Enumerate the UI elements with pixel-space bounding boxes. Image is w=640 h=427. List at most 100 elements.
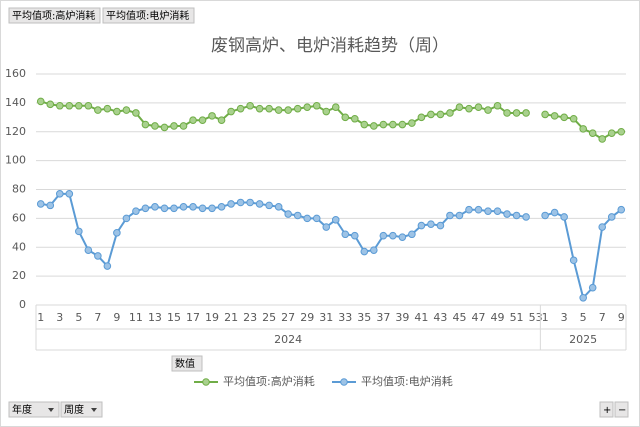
data-point: [512, 211, 521, 220]
x-tick-label: 43: [433, 311, 447, 324]
data-point: [113, 107, 121, 116]
zoom-button[interactable]: −: [614, 401, 629, 418]
data-point: [274, 203, 283, 211]
x-tick-label: 3: [56, 311, 63, 324]
data-point: [446, 211, 454, 220]
values-button[interactable]: 数值: [171, 355, 203, 372]
data-point: [379, 120, 388, 129]
zoom-button[interactable]: +: [599, 401, 614, 418]
zoom-button-label[interactable]: +: [603, 405, 611, 416]
data-point: [588, 129, 597, 137]
axis-button-bg[interactable]: [60, 401, 103, 418]
legend-label: 平均值项:电炉消耗: [361, 374, 453, 388]
data-point: [246, 101, 254, 110]
data-point: [208, 204, 216, 213]
y-tick-label: 40: [12, 240, 26, 253]
axis-button-arrow[interactable]: [48, 408, 54, 412]
x-tick-label: 13: [148, 311, 162, 324]
data-point: [417, 113, 426, 122]
data-point: [122, 214, 131, 223]
y-tick-label: 120: [5, 125, 26, 138]
data-point: [141, 204, 150, 213]
data-point: [398, 233, 407, 241]
data-point: [436, 221, 445, 230]
data-point: [512, 109, 521, 117]
x-tick-label: 51: [510, 311, 524, 324]
data-point: [236, 104, 245, 113]
data-point: [265, 201, 273, 210]
filter-button-bg[interactable]: [102, 7, 195, 24]
data-point: [607, 213, 616, 221]
x-tick-label: 47: [472, 311, 486, 324]
filter-button-bg[interactable]: [8, 7, 101, 24]
data-point: [389, 120, 397, 129]
data-point: [484, 106, 492, 114]
values-button-label[interactable]: 数值: [175, 357, 195, 370]
data-point: [246, 198, 254, 207]
axis-button-arrow[interactable]: [91, 408, 97, 412]
axis-button[interactable]: 周度: [60, 401, 103, 418]
data-point: [208, 112, 216, 120]
data-point: [94, 106, 102, 114]
data-point: [227, 200, 235, 208]
y-tick-label: 20: [12, 269, 26, 282]
data-point: [408, 230, 416, 239]
filter-button[interactable]: 平均值项:电炉消耗: [102, 7, 195, 24]
data-point: [312, 214, 321, 223]
data-point: [493, 207, 502, 215]
axis-button[interactable]: 年度: [8, 401, 60, 418]
data-point: [113, 229, 121, 237]
data-point: [360, 120, 369, 129]
zoom-button-label[interactable]: −: [618, 405, 626, 416]
axis-button-label[interactable]: 年度: [12, 403, 32, 416]
chart-title: 废钢高炉、电炉消耗趋势（周）: [211, 36, 449, 56]
data-point: [446, 109, 454, 117]
x-tick-label: 31: [319, 311, 333, 324]
legend-marker: [202, 378, 210, 386]
data-point: [522, 213, 530, 221]
data-point: [189, 116, 197, 124]
axis-button-bg[interactable]: [8, 401, 60, 418]
data-point: [103, 104, 112, 113]
x-tick-label: 5: [580, 311, 587, 324]
data-point: [550, 112, 559, 120]
data-point: [227, 107, 235, 116]
y-tick-label: 100: [5, 154, 26, 167]
data-point: [484, 207, 492, 215]
data-point: [389, 231, 397, 240]
data-point: [541, 110, 549, 119]
data-point: [427, 220, 435, 228]
x-tick-label: 35: [357, 311, 371, 324]
x-tick-label: 1: [542, 311, 549, 324]
x-tick-label: 3: [561, 311, 568, 324]
filter-button-label[interactable]: 平均值项:高炉消耗: [12, 9, 95, 22]
x-tick-label: 53: [529, 311, 543, 324]
data-point: [398, 120, 407, 129]
zoom-button-bg[interactable]: [614, 401, 629, 418]
data-point: [408, 119, 416, 127]
data-point: [46, 100, 55, 109]
filter-button[interactable]: 平均值项:高炉消耗: [8, 7, 101, 24]
data-point: [607, 129, 616, 137]
data-point: [265, 104, 273, 113]
data-point: [303, 103, 312, 112]
data-point: [379, 231, 388, 240]
legend-marker: [340, 378, 348, 386]
values-button-bg[interactable]: [171, 355, 203, 372]
data-point: [236, 198, 245, 207]
x-tick-label: 33: [338, 311, 352, 324]
data-point: [331, 216, 340, 224]
zoom-button-bg[interactable]: [599, 401, 614, 418]
data-point: [560, 213, 568, 221]
data-point: [560, 113, 568, 122]
axis-button-label[interactable]: 周度: [64, 403, 84, 416]
filter-button-label[interactable]: 平均值项:电炉消耗: [106, 9, 189, 22]
data-point: [284, 210, 292, 218]
data-point: [503, 109, 511, 117]
x-tick-label: 41: [414, 311, 428, 324]
data-point: [322, 223, 331, 231]
data-point: [94, 252, 102, 260]
data-point: [84, 246, 93, 254]
data-point: [132, 109, 140, 117]
